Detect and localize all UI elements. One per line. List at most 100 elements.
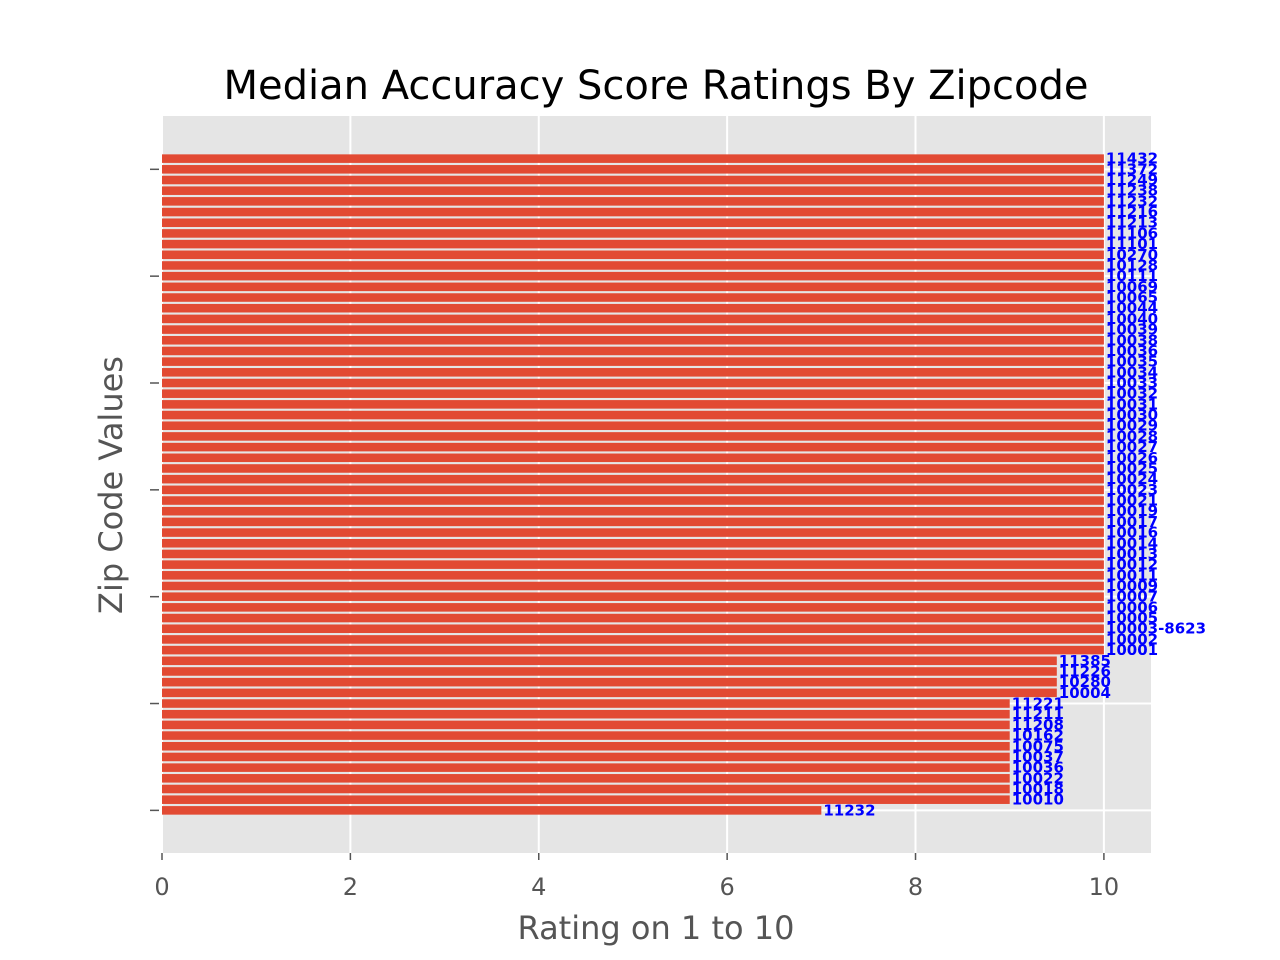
bar-label: 11101 — [1106, 235, 1158, 253]
bar-label: 10028 — [1106, 427, 1158, 445]
bar-label: 10111 — [1106, 267, 1158, 285]
bar — [162, 218, 1104, 228]
x-tick-label: 10 — [1089, 873, 1120, 901]
bar-label: 10001 — [1106, 641, 1158, 659]
bar-label: 10022 — [1012, 769, 1064, 787]
bar-label: 10027 — [1106, 438, 1158, 456]
bar-label: 10038 — [1106, 331, 1158, 349]
bar-label: 10037 — [1012, 748, 1064, 766]
bar-label: 11432 — [1106, 150, 1158, 168]
bar — [162, 496, 1104, 505]
bar — [162, 229, 1104, 238]
bar — [162, 175, 1104, 185]
bar — [162, 720, 1010, 730]
bar-label: 10039 — [1106, 321, 1158, 339]
bar-label: 10005 — [1106, 609, 1158, 627]
bar-label: 10036 — [1012, 759, 1064, 777]
bar — [162, 741, 1010, 751]
bar-labels: 1123210010100181002210036100371007510162… — [823, 150, 1206, 820]
bar-label: 11232 — [823, 801, 875, 819]
bar — [162, 560, 1104, 569]
bar — [162, 282, 1104, 292]
bar-label: 10010 — [1012, 791, 1064, 809]
bar-label: 10002 — [1106, 630, 1158, 648]
bar-label: 10014 — [1106, 534, 1158, 552]
bar-label: 10034 — [1106, 363, 1158, 381]
bar — [162, 357, 1104, 366]
bar-label: 11221 — [1012, 695, 1064, 713]
bar-label: 11211 — [1012, 705, 1064, 723]
bar — [162, 261, 1104, 270]
bar — [162, 293, 1104, 302]
bar-label: 10018 — [1012, 780, 1064, 798]
bar — [162, 303, 1104, 313]
bar — [162, 624, 1104, 634]
bar-label: 10025 — [1106, 459, 1158, 477]
bar — [162, 186, 1104, 195]
bar-label: 10040 — [1106, 310, 1158, 328]
bar-label: 11372 — [1106, 160, 1158, 178]
bar — [162, 207, 1104, 217]
y-axis-label: Zip Code Values — [92, 356, 130, 614]
bar-label: 10029 — [1106, 417, 1158, 435]
bar-label: 10030 — [1106, 406, 1158, 424]
bar — [162, 752, 1010, 762]
bar-label: 11385 — [1059, 652, 1111, 670]
bar — [162, 154, 1104, 163]
bar-label: 11106 — [1106, 224, 1158, 242]
bar-label: 10069 — [1106, 278, 1158, 296]
bar — [162, 410, 1104, 420]
bar — [162, 592, 1104, 601]
bar — [162, 197, 1104, 206]
bar — [162, 635, 1104, 644]
bar-label: 10021 — [1106, 492, 1158, 510]
bar — [162, 667, 1057, 676]
bar-label: 11232 — [1106, 192, 1158, 210]
bar-label: 10128 — [1106, 256, 1158, 274]
bar-label: 11216 — [1106, 203, 1158, 221]
bar-label: 10270 — [1106, 246, 1158, 264]
bar — [162, 400, 1104, 409]
bar-label: 10006 — [1106, 598, 1158, 616]
bar — [162, 442, 1104, 452]
bar-label: 10013 — [1106, 545, 1158, 563]
bar-label: 11226 — [1059, 662, 1111, 680]
bar-label: 10009 — [1106, 577, 1158, 595]
bar — [162, 774, 1010, 783]
bar — [162, 325, 1104, 334]
bar — [162, 613, 1104, 623]
bar — [162, 677, 1057, 687]
bar-label: 10035 — [1106, 353, 1158, 371]
bar — [162, 346, 1104, 356]
bar — [162, 699, 1010, 708]
bar-label: 10003-8623 — [1106, 620, 1206, 638]
y-axis-ticks — [150, 168, 159, 812]
bar-label: 10012 — [1106, 556, 1158, 574]
bar — [162, 731, 1010, 740]
bar — [162, 581, 1104, 591]
bar — [162, 795, 1010, 804]
bar — [162, 549, 1104, 559]
bar-label: 10075 — [1012, 737, 1064, 755]
bar-label: 10004 — [1059, 684, 1111, 702]
bar — [162, 271, 1104, 281]
plot-area — [162, 116, 1151, 853]
bar-label: 10023 — [1106, 481, 1158, 499]
bar — [162, 784, 1010, 794]
bars — [162, 154, 1104, 815]
bar — [162, 538, 1104, 548]
bar — [162, 806, 822, 815]
bar-label: 10044 — [1106, 299, 1158, 317]
bar-label: 10024 — [1106, 470, 1158, 488]
x-tick-label: 0 — [154, 873, 169, 901]
bar — [162, 603, 1104, 612]
bar — [162, 165, 1104, 174]
bar-label: 11213 — [1106, 214, 1158, 232]
bar — [162, 517, 1104, 527]
bar-label: 10026 — [1106, 449, 1158, 467]
bar — [162, 378, 1104, 388]
x-tick-label: 2 — [343, 873, 358, 901]
bar — [162, 421, 1104, 431]
bar-label: 11238 — [1106, 182, 1158, 200]
bar-label: 10019 — [1106, 502, 1158, 520]
